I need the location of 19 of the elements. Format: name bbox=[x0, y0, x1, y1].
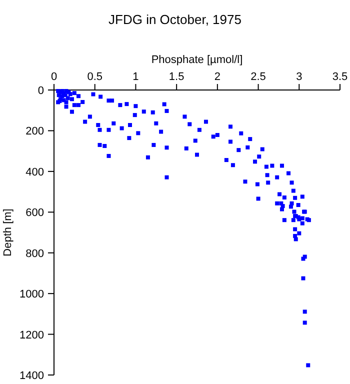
y-tick-label: 1000 bbox=[20, 288, 44, 301]
chart-title: JFDG in October, 1975 bbox=[108, 12, 242, 27]
x-tick-label: 2 bbox=[214, 71, 220, 83]
x-tick-label: 1.5 bbox=[168, 71, 184, 83]
y-tick-label: 0 bbox=[38, 85, 44, 97]
y-tick-label: 1200 bbox=[20, 329, 44, 342]
y-axis-title: Depth [m] bbox=[2, 208, 14, 256]
y-tick-label: 600 bbox=[26, 207, 44, 220]
x-tick-label: 2.5 bbox=[250, 71, 266, 83]
x-axis-title: Phosphate [µmol/l] bbox=[151, 54, 243, 66]
y-tick-label: 800 bbox=[26, 248, 44, 260]
x-tick-label: 3 bbox=[296, 71, 302, 83]
x-tick-label: 3.5 bbox=[332, 71, 348, 83]
x-tick-label: 0.5 bbox=[87, 71, 103, 83]
x-tick-label: 0 bbox=[50, 71, 58, 83]
y-tick-label: 1400 bbox=[20, 370, 44, 382]
y-tick-label: 400 bbox=[26, 166, 44, 178]
y-tick-label: 200 bbox=[26, 126, 44, 138]
x-tick-label: 1 bbox=[132, 71, 139, 83]
